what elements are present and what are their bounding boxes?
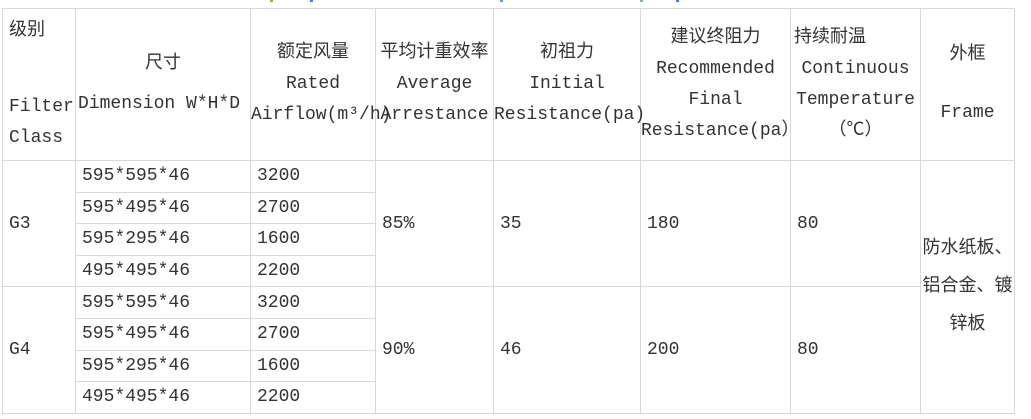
header-filter-class-cn: 级别 — [9, 21, 45, 41]
arrestance-cell: 90% — [375, 286, 494, 414]
airflow-cell: 2700 — [250, 191, 376, 225]
header-frame-en: Frame — [940, 103, 995, 123]
airflow-cell: 2200 — [250, 381, 376, 414]
frame-cell: 防水纸板、铝合金、镀锌板 — [920, 160, 1015, 414]
header-dimension: 尺寸 Dimension W*H*D — [75, 8, 251, 161]
filter-class-cell: G3 — [2, 159, 76, 288]
header-initial-resistance-cn: 初祖力 — [540, 43, 594, 63]
header-final-resistance-cn: 建议终阻力 — [670, 27, 761, 48]
text-fragment-artifact — [500, 0, 503, 2]
header-dimension-en: Dimension W*H*D — [78, 94, 241, 114]
text-fragment-artifact — [640, 0, 643, 2]
header-arrestance: 平均计重效率 Average Arrestance — [375, 8, 494, 161]
header-initial-resistance-en1: Initial — [529, 74, 605, 94]
airflow-cell: 2200 — [250, 254, 376, 288]
text-fragment-artifact — [270, 0, 273, 2]
header-temperature: 持续耐温 Continuous Temperature （℃） — [790, 8, 921, 161]
header-initial-resistance-en2: Resistance(pa) — [494, 105, 646, 125]
final-resistance-cell: 200 — [640, 286, 791, 414]
header-frame-cn: 外框 — [949, 45, 986, 65]
final-resistance-cell: 180 — [640, 159, 791, 288]
airflow-cell: 3200 — [250, 286, 376, 319]
header-frame: 外框 Frame — [920, 8, 1015, 161]
initial-resistance-cell: 35 — [493, 159, 641, 288]
header-final-resistance-en2: Final — [688, 89, 743, 110]
table-row: 595*495*46 2700 — [3, 317, 1015, 351]
initial-resistance-cell: 46 — [493, 286, 641, 414]
header-filter-class-en1: Filter — [9, 97, 74, 117]
header-arrestance-en2: Arrestance — [380, 105, 489, 125]
header-temperature-en2: Temperature — [796, 89, 915, 110]
temperature-cell: 80 — [790, 286, 921, 414]
filter-spec-table: 级别 Filter Class 尺寸 Dimension W*H*D — [2, 8, 1015, 414]
table-row: G4 595*595*46 3200 90% 46 200 80 — [2, 286, 1015, 414]
header-filter-class: 级别 Filter Class — [2, 8, 76, 161]
header-airflow-cn: 额定风量 — [277, 43, 349, 63]
table-row: G3 595*595*46 3200 85% 35 180 80 防水纸板、铝合… — [2, 159, 1015, 414]
header-arrestance-cn: 平均计重效率 — [380, 43, 489, 63]
table-row: 595*295*46 1600 — [3, 349, 1015, 383]
header-temperature-en3: （℃） — [828, 120, 883, 141]
airflow-cell: 3200 — [250, 160, 376, 193]
header-dimension-cn: 尺寸 — [145, 54, 181, 74]
text-fragment-artifact — [676, 0, 679, 2]
header-final-resistance: 建议终阻力 Recommended Final Resistance(pa） — [640, 8, 800, 161]
filter-class-cell: G4 — [2, 286, 76, 414]
header-initial-resistance: 初祖力 Initial Resistance(pa) — [493, 8, 646, 161]
table-row: 595*495*46 2700 — [3, 191, 1015, 225]
header-filter-class-en2: Class — [9, 128, 64, 148]
table-row: 495*495*46 2200 — [3, 381, 1015, 414]
temperature-cell: 80 — [790, 159, 921, 288]
airflow-cell: 1600 — [250, 349, 376, 383]
airflow-cell: 2700 — [250, 317, 376, 351]
dimension-cell: 595*595*46 — [75, 286, 251, 319]
dimension-cell: 595*595*46 — [75, 160, 251, 193]
header-airflow-en1: Rated — [285, 74, 340, 94]
header-temperature-cn: 持续耐温 — [794, 27, 866, 48]
header-final-resistance-en3: Resistance(pa） — [641, 120, 800, 141]
header-airflow-en2: Airflow(m³/h) — [251, 105, 392, 125]
dimension-cell: 495*495*46 — [75, 381, 251, 414]
header-row: 级别 Filter Class 尺寸 Dimension W*H*D — [2, 8, 1015, 161]
text-fragment-artifact — [310, 0, 313, 2]
table-row: 495*495*46 2200 — [3, 254, 1015, 288]
dimension-cell: 595*495*46 — [75, 191, 251, 225]
header-temperature-en1: Continuous — [801, 58, 910, 79]
table-row: 595*295*46 1600 — [3, 223, 1015, 256]
header-arrestance-en1: Average — [396, 74, 473, 94]
header-final-resistance-en1: Recommended — [656, 58, 775, 79]
arrestance-cell: 85% — [375, 159, 494, 288]
header-airflow: 额定风量 Rated Airflow(m³/h) — [250, 8, 392, 161]
dimension-cell: 495*495*46 — [75, 254, 251, 288]
dimension-cell: 595*295*46 — [75, 223, 251, 256]
dimension-cell: 595*295*46 — [75, 349, 251, 383]
airflow-cell: 1600 — [250, 223, 376, 256]
dimension-cell: 595*495*46 — [75, 317, 251, 351]
